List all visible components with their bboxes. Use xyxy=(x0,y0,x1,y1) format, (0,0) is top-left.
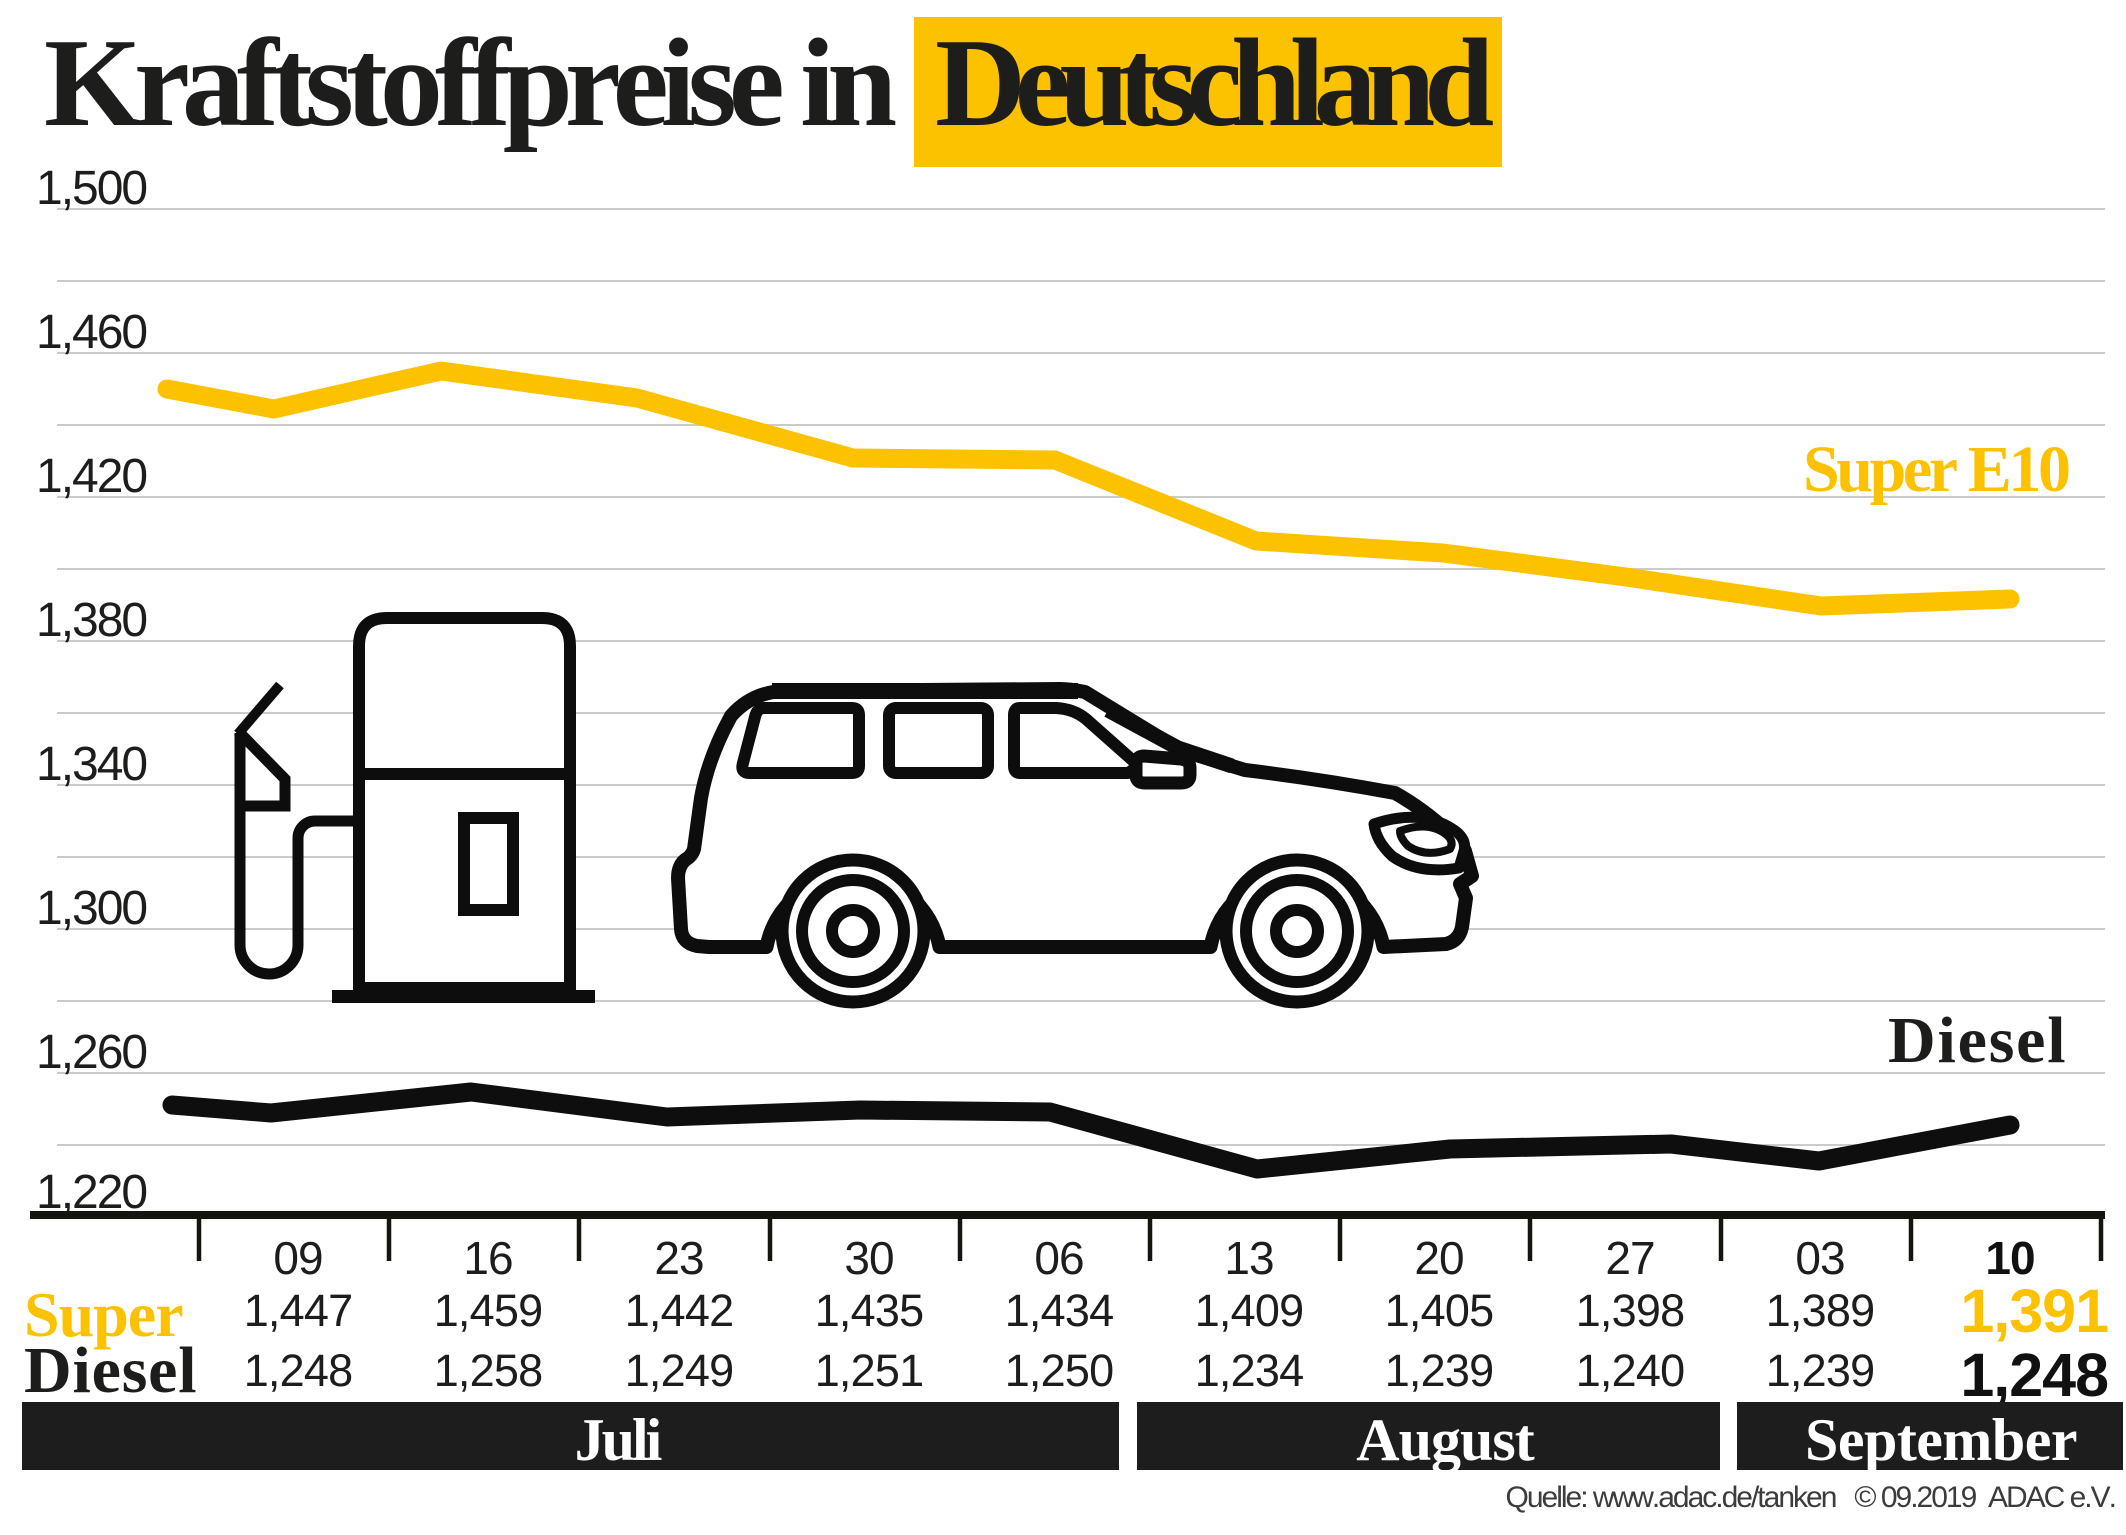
svg-text:30: 30 xyxy=(844,1232,893,1284)
svg-text:20: 20 xyxy=(1414,1232,1463,1284)
svg-text:Super E10: Super E10 xyxy=(1803,433,2069,506)
svg-text:September: September xyxy=(1805,1407,2077,1473)
svg-text:1,248: 1,248 xyxy=(244,1345,353,1396)
svg-text:Diesel: Diesel xyxy=(1888,1004,2067,1077)
svg-text:Deutschland: Deutschland xyxy=(935,14,1493,153)
svg-text:1,220: 1,220 xyxy=(36,1166,146,1219)
svg-text:1,442: 1,442 xyxy=(625,1285,734,1336)
svg-text:1,460: 1,460 xyxy=(36,306,146,359)
svg-text:1,239: 1,239 xyxy=(1385,1345,1494,1396)
svg-text:1,409: 1,409 xyxy=(1195,1285,1304,1336)
svg-text:23: 23 xyxy=(654,1232,703,1284)
svg-text:Juli: Juli xyxy=(575,1407,662,1473)
svg-text:1,500: 1,500 xyxy=(36,162,146,215)
svg-text:1,258: 1,258 xyxy=(434,1345,543,1396)
svg-text:1,239: 1,239 xyxy=(1766,1345,1875,1396)
svg-text:1,300: 1,300 xyxy=(36,882,146,935)
svg-text:16: 16 xyxy=(463,1232,512,1284)
svg-text:Super: Super xyxy=(24,1279,183,1350)
svg-text:1,248: 1,248 xyxy=(1960,1341,2108,1409)
svg-text:13: 13 xyxy=(1224,1232,1273,1284)
svg-text:1,380: 1,380 xyxy=(36,594,146,647)
svg-text:1,240: 1,240 xyxy=(1576,1345,1685,1396)
svg-text:1,459: 1,459 xyxy=(434,1285,543,1336)
svg-text:Quelle: www.adac.de/tanken ©: Quelle: www.adac.de/tanken © 09.2019 ADA… xyxy=(1506,1481,2116,1514)
svg-text:1,250: 1,250 xyxy=(1005,1345,1114,1396)
svg-text:1,434: 1,434 xyxy=(1005,1285,1114,1336)
svg-text:August: August xyxy=(1356,1407,1534,1473)
svg-text:1,420: 1,420 xyxy=(36,450,146,503)
svg-text:10: 10 xyxy=(1985,1232,2034,1284)
svg-text:Kraftstoffpreise in: Kraftstoffpreise in xyxy=(44,14,896,153)
svg-text:1,340: 1,340 xyxy=(36,738,146,791)
svg-text:1,234: 1,234 xyxy=(1195,1345,1304,1396)
svg-text:1,391: 1,391 xyxy=(1960,1277,2108,1345)
svg-text:1,447: 1,447 xyxy=(244,1285,353,1336)
svg-text:06: 06 xyxy=(1034,1232,1083,1284)
svg-text:1,389: 1,389 xyxy=(1766,1285,1875,1336)
svg-text:1,249: 1,249 xyxy=(625,1345,734,1396)
svg-text:1,260: 1,260 xyxy=(36,1026,146,1079)
svg-text:27: 27 xyxy=(1605,1232,1654,1284)
svg-text:1,405: 1,405 xyxy=(1385,1285,1494,1336)
svg-text:03: 03 xyxy=(1795,1232,1844,1284)
svg-text:Diesel: Diesel xyxy=(24,1334,197,1407)
svg-text:09: 09 xyxy=(273,1232,322,1284)
svg-text:1,251: 1,251 xyxy=(815,1345,924,1396)
svg-text:1,398: 1,398 xyxy=(1576,1285,1685,1336)
svg-text:1,435: 1,435 xyxy=(815,1285,924,1336)
